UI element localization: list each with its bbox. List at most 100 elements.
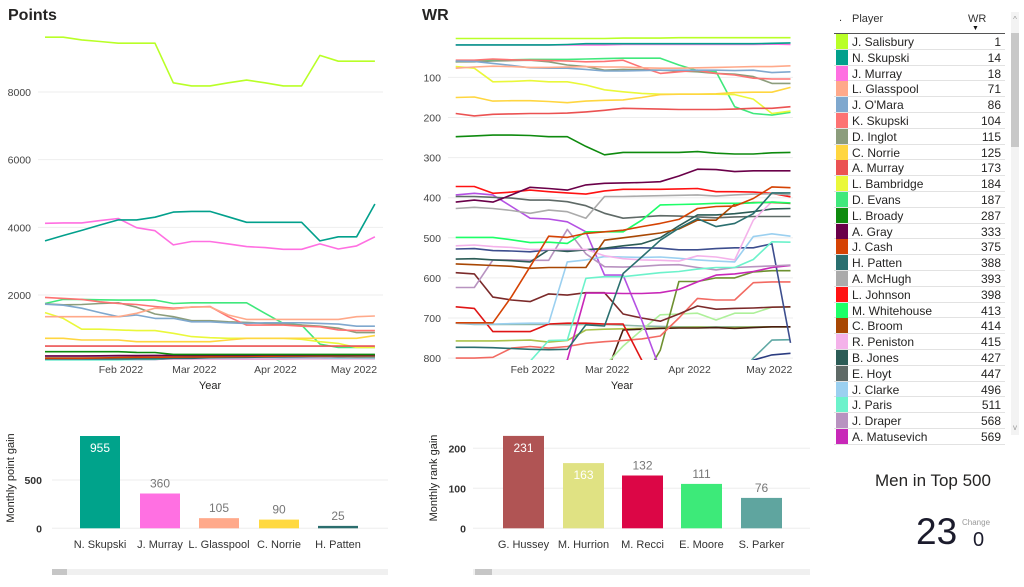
table-row[interactable]: L. Johnson 398: [834, 286, 1005, 303]
bar-g-hussey[interactable]: [503, 435, 544, 529]
series-line-b-jones[interactable]: [455, 207, 791, 263]
series-line-unlabeled-27[interactable]: [455, 243, 792, 344]
wr-chart-panel: WR 100 200 300 400 500 600 700 800 Feb 2022 Mar 2…: [400, 0, 820, 400]
series-line-j-o-mara[interactable]: [44, 303, 375, 328]
series-line-l-broady[interactable]: [45, 350, 375, 356]
table-row[interactable]: E. Hoyt 447: [834, 365, 1005, 382]
series-line-j-o-mara[interactable]: [455, 60, 791, 74]
table-row[interactable]: C. Broom 414: [834, 318, 1005, 335]
table-row[interactable]: J. Clarke 496: [834, 381, 1005, 398]
series-line-j-cash[interactable]: [455, 186, 791, 324]
series-line-unlabeled-29[interactable]: [455, 306, 791, 398]
series-line-j-clarke[interactable]: [455, 233, 791, 325]
player-table-scrollbar[interactable]: ^ v: [1011, 12, 1019, 435]
scroll-up-icon[interactable]: ^: [1013, 15, 1017, 24]
x-tick-label: Feb 2022: [99, 364, 144, 376]
table-row[interactable]: L. Broady 287: [834, 207, 1005, 224]
table-row[interactable]: J. Draper 568: [834, 413, 1005, 429]
table-row[interactable]: B. Jones 427: [834, 350, 1005, 366]
scroll-down-icon[interactable]: v: [1013, 423, 1017, 432]
series-line-m-whitehouse[interactable]: [455, 201, 791, 245]
series-line-l-johnson[interactable]: [455, 185, 791, 198]
series-line-l-broady[interactable]: [455, 134, 791, 156]
series-line-h-patten[interactable]: [455, 192, 791, 351]
bar-s-parker[interactable]: [741, 497, 782, 529]
series-line-unlabeled-33[interactable]: [456, 325, 791, 398]
series-line-n-skupski[interactable]: [44, 203, 376, 242]
series-line-c-norrie[interactable]: [45, 334, 376, 343]
series-line-a-mchugh[interactable]: [455, 192, 791, 219]
points-line-chart: 2000 4000 6000 8000 Feb 2022 Mar 2022 Apr 2022…: [8, 36, 383, 392]
scrollbar-thumb[interactable]: [52, 569, 67, 575]
bar-h-patten[interactable]: [318, 525, 358, 529]
table-row[interactable]: J. O'Mara 86: [834, 97, 1005, 113]
series-line-unlabeled-31[interactable]: [456, 269, 791, 399]
series-line-l-bambridge[interactable]: [455, 65, 791, 115]
column-header-player[interactable]: Player: [852, 13, 884, 25]
scrollbar-thumb[interactable]: [1011, 33, 1019, 147]
series-line-unlabeled-28[interactable]: [455, 271, 791, 323]
table-row[interactable]: L. Glasspool 71: [834, 81, 1005, 98]
series-line-l-bambridge[interactable]: [44, 311, 375, 349]
table-row[interactable]: R. Peniston 415: [834, 334, 1005, 350]
table-row[interactable]: N. Skupski 14: [834, 49, 1005, 66]
series-line-j-salisbury[interactable]: [45, 36, 375, 87]
table-row[interactable]: D. Inglot 115: [834, 128, 1005, 145]
table-row[interactable]: K. Skupski 104: [834, 113, 1005, 129]
series-line-a-matusevich[interactable]: [456, 264, 791, 383]
table-row[interactable]: J. Paris 511: [834, 397, 1005, 414]
series-line-e-hoyt[interactable]: [455, 195, 791, 219]
series-line-r-peniston[interactable]: [455, 200, 791, 262]
table-row[interactable]: L. Bambridge 184: [834, 176, 1005, 192]
table-row[interactable]: A. Murray 173: [834, 160, 1005, 177]
bar-j-murray[interactable]: [140, 493, 180, 529]
bar-n-skupski[interactable]: [80, 436, 120, 529]
table-row[interactable]: A. McHugh 393: [834, 271, 1005, 287]
rank-gain-bar-chart: 0 100 200 Monthly rank gain 231 163 132 111 76: [428, 435, 810, 535]
bar-c-norrie[interactable]: [259, 519, 299, 529]
column-header-marker[interactable]: .: [839, 12, 843, 24]
series-line-d-evans[interactable]: [44, 298, 375, 349]
series-line-l-glasspool[interactable]: [45, 306, 375, 321]
series-line-j-paris[interactable]: [456, 241, 791, 366]
category-label: G. Hussey: [497, 539, 550, 551]
player-wr: 496: [980, 382, 1001, 397]
bar-e-moore[interactable]: [681, 483, 722, 529]
bar-m-hurrion[interactable]: [563, 463, 604, 529]
series-line-unlabeled-32[interactable]: [456, 306, 791, 398]
series-line-j-murray[interactable]: [44, 217, 376, 251]
scrollbar-thumb[interactable]: [475, 569, 492, 575]
bar-l-glasspool[interactable]: [199, 518, 239, 529]
table-row[interactable]: A. Matusevich 569: [834, 429, 1005, 445]
series-line-c-norrie[interactable]: [455, 86, 791, 104]
table-row[interactable]: J. Murray 18: [834, 65, 1005, 82]
rank-gain-scrollbar[interactable]: [473, 569, 810, 575]
column-header-wr[interactable]: WR: [968, 13, 987, 25]
series-line-n-skupski[interactable]: [455, 42, 791, 46]
kpi-value: 23: [916, 511, 958, 552]
table-row[interactable]: J. Cash 375: [834, 239, 1005, 256]
y-tick-label: 8000: [8, 87, 32, 99]
player-name: D. Evans: [852, 193, 901, 207]
bar-m-recci[interactable]: [622, 475, 663, 529]
table-row[interactable]: M. Whitehouse 413: [834, 302, 1005, 319]
series-line-j-cash[interactable]: [45, 354, 375, 360]
color-swatch: [836, 397, 848, 413]
series-line-l-glasspool[interactable]: [455, 65, 791, 69]
point-gain-scrollbar[interactable]: [52, 569, 388, 575]
series-line-j-salisbury[interactable]: [455, 36, 791, 40]
series-line-h-patten[interactable]: [45, 355, 375, 360]
table-row[interactable]: J. Salisbury 1: [834, 34, 1005, 50]
player-wr: 414: [980, 319, 1001, 334]
points-chart-title: Points: [8, 7, 57, 24]
table-row[interactable]: C. Norrie 125: [834, 144, 1005, 161]
table-row[interactable]: A. Gray 333: [834, 223, 1005, 240]
series-line-k-skupski[interactable]: [455, 58, 791, 80]
table-row[interactable]: D. Evans 187: [834, 192, 1005, 208]
sort-descending-icon[interactable]: ▼: [972, 25, 979, 32]
table-header: . Player WR ▼: [834, 10, 1005, 34]
table-row[interactable]: H. Patten 388: [834, 255, 1005, 271]
series-line-a-gray[interactable]: [455, 168, 791, 203]
series-line-a-murray[interactable]: [455, 105, 791, 117]
category-label: S. Parker: [738, 539, 785, 551]
